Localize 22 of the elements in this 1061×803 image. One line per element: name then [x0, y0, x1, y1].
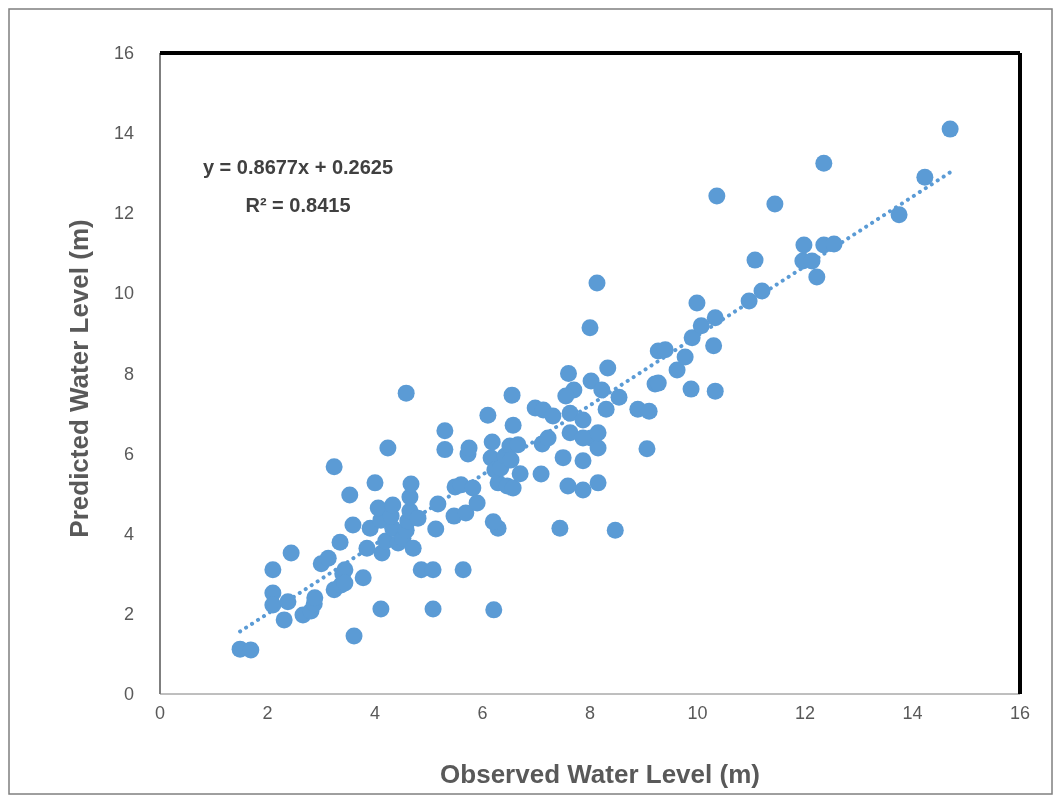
x-tick-label: 12 — [794, 703, 816, 723]
y-tick-label: 4 — [123, 523, 134, 544]
y-tick-label: 8 — [123, 363, 134, 384]
y-tick-label: 6 — [123, 443, 134, 464]
x-tick-label: 2 — [262, 703, 273, 723]
x-tick-label: 16 — [1009, 703, 1031, 723]
x-tick-label: 8 — [584, 703, 596, 723]
y-tick-label: 2 — [123, 603, 134, 624]
x-tick-label: 4 — [369, 703, 381, 723]
x-tick-label: 6 — [477, 703, 488, 723]
x-axis-title: Observed Water Level (m) — [440, 759, 760, 789]
annotation: R² = 0.8415 — [245, 194, 351, 216]
x-tick-label: 10 — [687, 703, 708, 723]
y-tick-label: 14 — [113, 123, 134, 144]
y-tick-label: 0 — [123, 684, 134, 704]
y-tick-label: 16 — [113, 43, 134, 63]
y-tick-label: 12 — [113, 203, 134, 224]
y-axis-title: Predicted Water Level (m) — [64, 219, 94, 538]
x-tick-label: 0 — [154, 703, 166, 723]
annotation: y = 0.8677x + 0.2625 — [202, 156, 394, 178]
x-tick-label: 14 — [902, 703, 923, 723]
y-tick-label: 10 — [113, 283, 134, 304]
